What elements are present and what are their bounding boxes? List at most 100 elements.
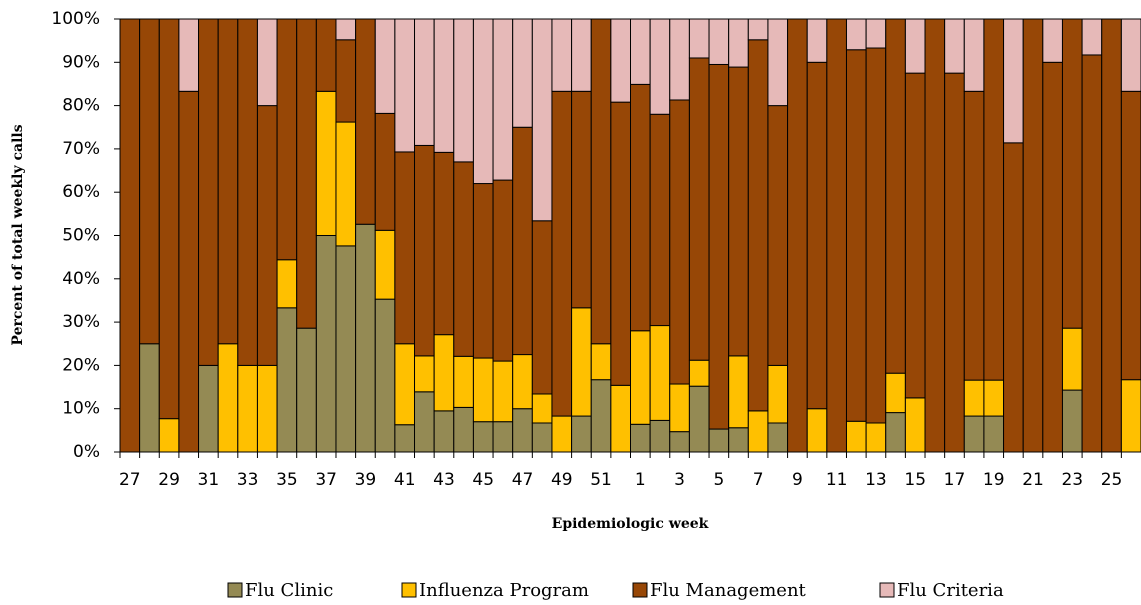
- bar-segment: [1022, 18, 1044, 453]
- x-tick-label: 13: [865, 470, 887, 490]
- x-tick-label: 23: [1061, 470, 1083, 490]
- x-tick-label: 7: [753, 470, 764, 490]
- y-tick-label: 0%: [73, 442, 100, 462]
- y-tick-label: 100%: [51, 9, 100, 29]
- x-tick-label: 27: [119, 470, 141, 490]
- bar-segment: [256, 18, 278, 107]
- legend-label: Influenza Program: [419, 580, 589, 601]
- bar-segment: [708, 63, 730, 430]
- bar-segment: [178, 90, 200, 453]
- bar-segment: [394, 151, 416, 345]
- bar-segment: [767, 105, 789, 366]
- bar-segment: [335, 18, 357, 41]
- bar-segment: [315, 90, 337, 236]
- bar-segment: [276, 307, 298, 453]
- bar-segment: [394, 18, 416, 153]
- bar-segment: [826, 18, 847, 453]
- bar-segment: [845, 420, 867, 453]
- bar-segment: [414, 391, 435, 453]
- bar-segment: [747, 18, 769, 41]
- bar-segment: [806, 61, 828, 410]
- x-tick-label: 47: [512, 470, 534, 490]
- bar-segment: [1081, 54, 1103, 453]
- bar-segment: [845, 49, 867, 422]
- bar-segment: [649, 419, 671, 453]
- bar-segment: [1120, 18, 1141, 92]
- legend-label: Flu Clinic: [245, 580, 333, 601]
- bar-segment: [983, 379, 1005, 417]
- bar-segment: [1061, 18, 1083, 329]
- bar-segment: [767, 18, 789, 107]
- bar-segment: [904, 18, 926, 74]
- bar-segment: [904, 397, 926, 453]
- x-tick-label: 49: [551, 470, 573, 490]
- bar-segment: [1101, 18, 1122, 453]
- bar-segment: [1042, 18, 1063, 63]
- legend-swatch: [632, 582, 648, 598]
- bar-segment: [139, 18, 160, 345]
- bar-segment: [610, 18, 631, 103]
- x-tick-label: 51: [590, 470, 612, 490]
- legend-swatch: [401, 582, 417, 598]
- bar-segment: [374, 298, 396, 453]
- bar-segment: [355, 18, 376, 225]
- legend-label: Flu Criteria: [897, 580, 1004, 601]
- bar-segment: [472, 18, 494, 185]
- bar-segment: [472, 357, 494, 423]
- bar-segment: [296, 327, 317, 453]
- bar-segment: [708, 428, 730, 453]
- bar-segment: [649, 18, 671, 115]
- bar-segment: [669, 99, 690, 385]
- bar-segment: [610, 101, 631, 386]
- bar-segment: [590, 18, 612, 345]
- bar-segment: [453, 18, 474, 163]
- y-tick-label: 20%: [62, 355, 100, 375]
- bar-segment: [728, 18, 749, 68]
- bar-segment: [531, 393, 553, 424]
- bar-segment: [237, 364, 258, 453]
- x-tick-label: 19: [983, 470, 1005, 490]
- bar-segment: [571, 18, 592, 92]
- bar-segment: [355, 223, 376, 453]
- bar-segment: [963, 379, 985, 417]
- x-tick-label: 43: [433, 470, 455, 490]
- bar-segment: [512, 354, 533, 410]
- bar-segment: [472, 183, 494, 359]
- bar-segment: [688, 18, 710, 59]
- bar-segment: [414, 355, 435, 393]
- bar-segment: [512, 408, 533, 453]
- bar-segment: [787, 18, 808, 453]
- bar-segment: [453, 161, 474, 357]
- bar-segment: [394, 424, 416, 453]
- bar-segment: [551, 90, 573, 417]
- y-tick-label: 80%: [62, 96, 100, 116]
- bar-segment: [610, 384, 631, 453]
- x-tick-label: 3: [674, 470, 685, 490]
- bar-segment: [688, 57, 710, 361]
- bar-segment: [374, 112, 396, 231]
- bar-segment: [158, 18, 180, 420]
- bar-segment: [728, 355, 749, 429]
- bar-segment: [806, 18, 828, 63]
- bar-segment: [1061, 327, 1083, 391]
- bar-segment: [1003, 142, 1024, 453]
- bar-segment: [983, 18, 1005, 381]
- bar-segment: [296, 18, 317, 329]
- y-tick-label: 40%: [62, 269, 100, 289]
- x-tick-label: 41: [394, 470, 416, 490]
- bar-segment: [394, 343, 416, 426]
- bar-segment: [1120, 379, 1141, 453]
- bar-segment: [276, 259, 298, 309]
- x-tick-label: 35: [276, 470, 298, 490]
- bar-segment: [747, 410, 769, 453]
- bar-segment: [571, 415, 592, 453]
- bar-segment: [158, 418, 180, 453]
- bar-segment: [551, 18, 573, 92]
- x-tick-label: 25: [1101, 470, 1123, 490]
- x-tick-label: 39: [355, 470, 377, 490]
- bar-segment: [630, 423, 651, 453]
- bar-segment: [669, 18, 690, 101]
- bar-segment: [865, 47, 887, 424]
- bar-segment: [924, 18, 946, 453]
